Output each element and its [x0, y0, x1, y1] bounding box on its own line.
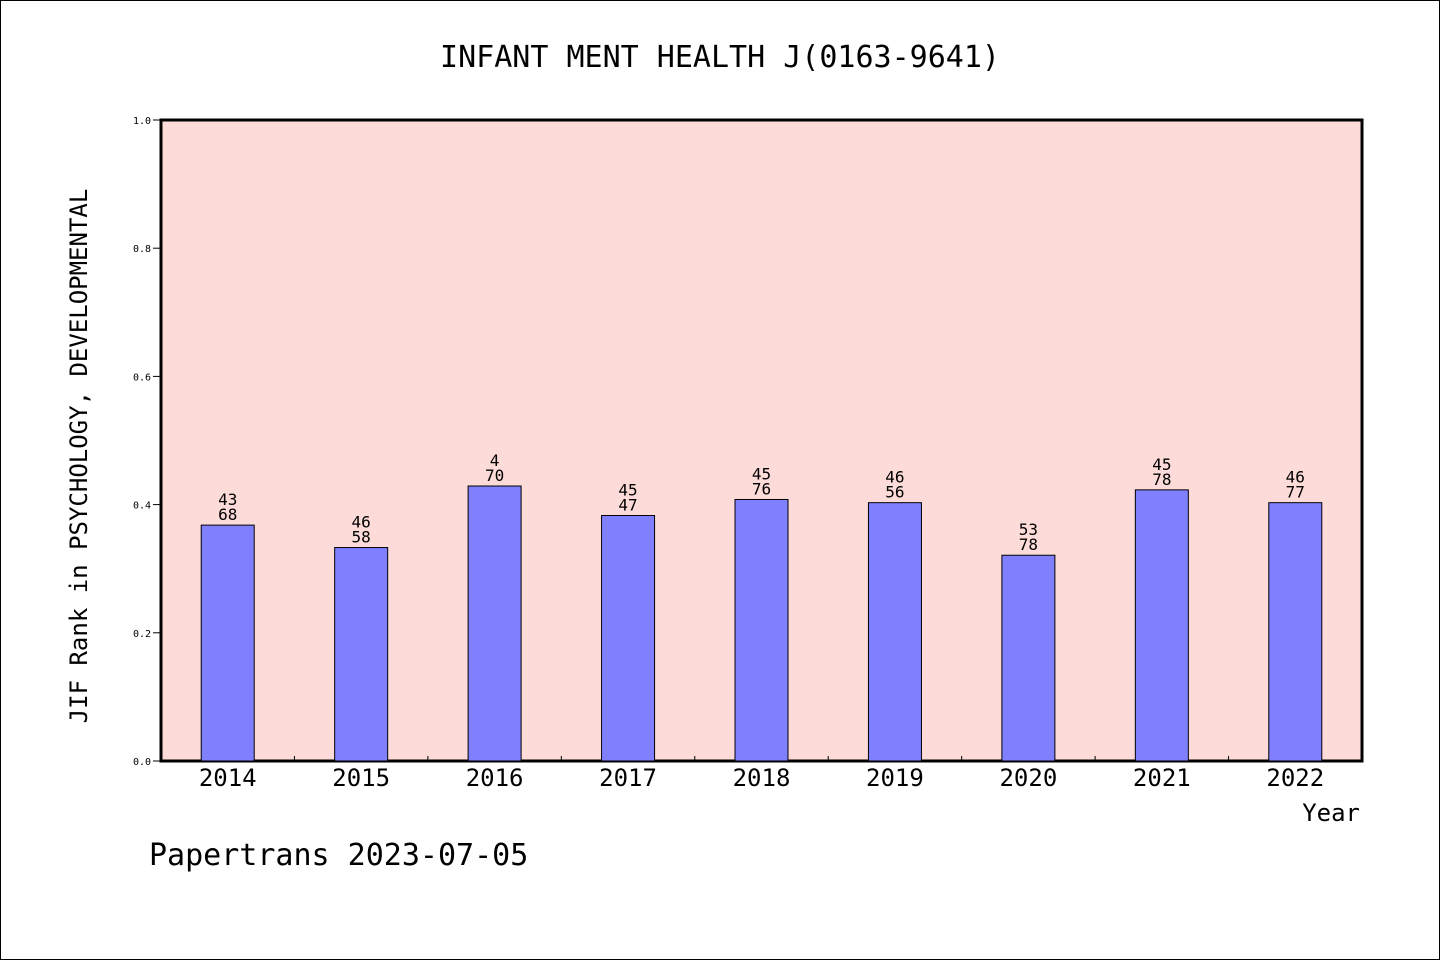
bar-rank-label: 43: [218, 490, 237, 509]
footer-credit: Papertrans 2023-07-05: [149, 838, 528, 873]
bar-rank-label: 45: [618, 480, 637, 499]
x-axis-label: Year: [1302, 799, 1360, 827]
bar-rank-label: 46: [352, 513, 371, 532]
bar-total-label: 47: [618, 495, 637, 514]
bar-total-label: 76: [752, 479, 771, 498]
bar-2014: [200, 524, 255, 762]
bar-total-label: 58: [352, 528, 371, 547]
chart-title: INFANT MENT HEALTH J(0163-9641): [440, 40, 1000, 75]
x-tick-label: 2014: [199, 764, 257, 792]
bar-total-label: 77: [1286, 483, 1305, 502]
bar-total-label: 68: [218, 505, 237, 524]
bar-total-label: 56: [885, 483, 904, 502]
y-axis-ticks: 0.0 0.2 0.4 0.6 0.8 1.0: [133, 116, 161, 768]
bar-rank-label: 53: [1019, 520, 1038, 539]
x-tick-label: 2019: [866, 764, 924, 792]
bar-2015: [334, 547, 389, 762]
bar-2019: [867, 502, 922, 762]
bar-rank-label: 46: [885, 468, 904, 487]
x-axis-ticks: 2014 2015 2016 2017 2018 2019 2020 2021 2022: [199, 756, 1324, 792]
y-tick-label: 0.2: [133, 629, 151, 640]
x-tick-label: 2015: [332, 764, 390, 792]
x-tick-label: 2022: [1266, 764, 1324, 792]
bar-rank-label: 45: [752, 464, 771, 483]
bar-total-label: 78: [1152, 470, 1171, 489]
bar-2017: [601, 514, 656, 762]
bar-rank-label: 46: [1286, 468, 1305, 487]
x-tick-label: 2017: [599, 764, 657, 792]
bar-2016: [467, 485, 522, 762]
bar-2021: [1134, 489, 1189, 762]
bar-2020: [1001, 554, 1056, 762]
y-tick-label: 0.4: [133, 501, 151, 512]
bar-total-label: 70: [485, 466, 504, 485]
y-tick-label: 0.6: [133, 372, 151, 383]
y-tick-label: 0.8: [133, 244, 151, 255]
bar-total-label: 78: [1019, 535, 1038, 554]
bar-rank-label: 45: [1152, 455, 1171, 474]
y-tick-label: 0.0: [133, 757, 151, 768]
x-tick-label: 2020: [999, 764, 1057, 792]
y-tick-label: 1.0: [133, 116, 151, 127]
bar-2022: [1268, 502, 1323, 762]
x-tick-label: 2018: [733, 764, 791, 792]
x-tick-label: 2021: [1133, 764, 1191, 792]
x-tick-label: 2016: [466, 764, 524, 792]
bar-rank-label: 4: [490, 451, 500, 470]
bar-2018: [734, 498, 789, 762]
y-axis-label: JIF Rank in PSYCHOLOGY, DEVELOPMENTAL: [65, 189, 93, 724]
